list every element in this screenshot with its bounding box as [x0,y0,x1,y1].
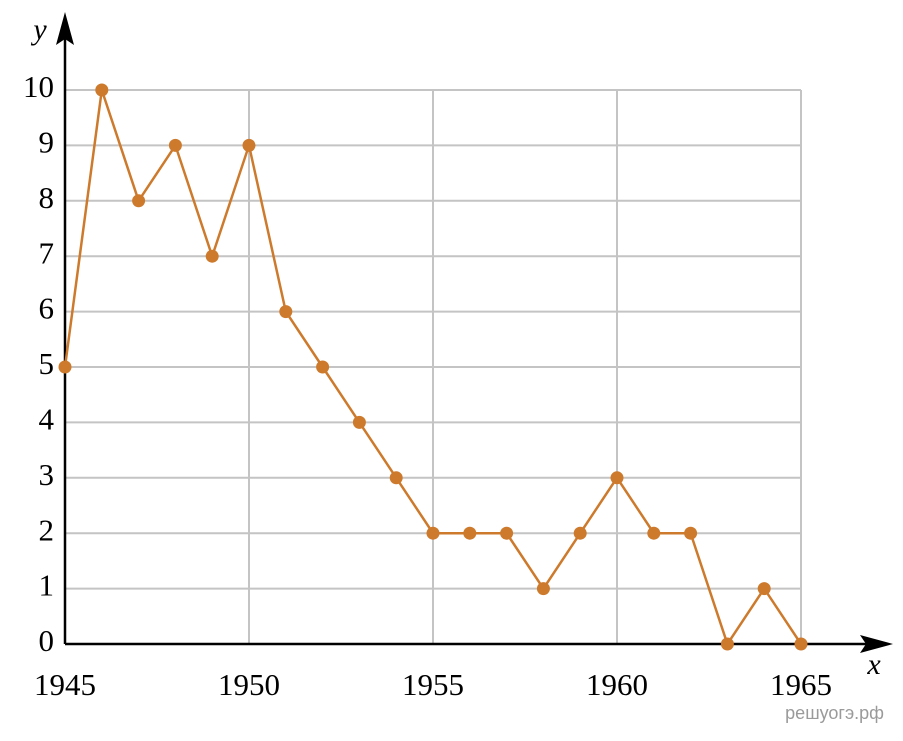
y-tick-label: 3 [39,457,55,492]
y-tick-label: 2 [39,512,55,547]
grid [64,89,802,645]
x-tick-label: 1950 [218,667,280,702]
data-point [168,138,182,152]
watermark: решуогэ.рф [785,703,884,723]
data-point [757,582,771,596]
y-tick-label: 10 [23,69,54,104]
y-tick-label: 5 [39,346,55,381]
y-axis-arrow [56,12,74,45]
data-point [95,83,109,97]
x-axis-arrow [860,635,893,653]
data-point [389,471,403,485]
data-point [610,471,624,485]
x-axis-label: x [866,648,881,681]
data-point [352,415,366,429]
x-tick-label: 1945 [34,667,96,702]
data-point [242,138,256,152]
data-point [132,194,146,208]
data-point [573,526,587,540]
data-point [58,360,72,374]
y-tick-label: 8 [39,180,55,215]
y-tick-label: 7 [39,235,55,270]
data-point [426,526,440,540]
data-point [463,526,477,540]
data-point [316,360,330,374]
data-point [500,526,514,540]
x-tick-label: 1965 [770,667,832,702]
data-point [205,249,219,263]
x-tick-label: 1960 [586,667,648,702]
y-tick-label: 4 [39,402,55,437]
data-point [684,526,698,540]
y-tick-label: 6 [39,291,55,326]
y-tick-label: 9 [39,125,55,160]
data-point [536,582,550,596]
data-point [720,637,734,651]
data-point [794,637,808,651]
y-tick-label: 1 [39,568,55,603]
x-tick-label: 1955 [402,667,464,702]
y-tick-label: 0 [39,623,55,658]
data-point [279,305,293,319]
y-axis-label: y [30,13,47,46]
data-point [647,526,661,540]
